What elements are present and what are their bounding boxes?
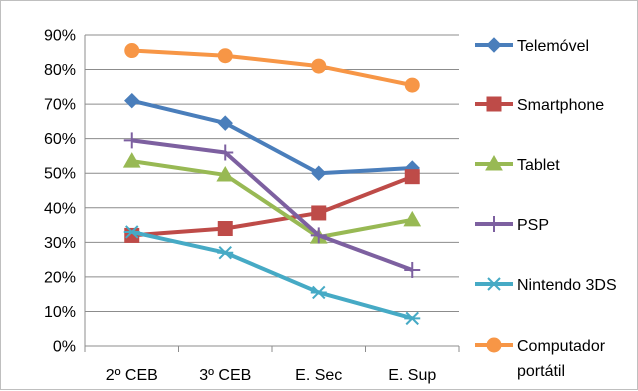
y-tick-label: 10% <box>44 304 76 321</box>
data-point <box>216 165 235 182</box>
x-tick-label: 2º CEB <box>106 367 158 384</box>
legend-entry: Nintendo 3DS <box>475 277 617 294</box>
data-point <box>404 311 421 326</box>
data-point <box>311 58 327 74</box>
data-point <box>217 115 233 131</box>
data-point <box>124 43 140 59</box>
legend-marker <box>486 216 502 232</box>
legend-entry: Smartphone <box>475 96 604 114</box>
data-point <box>310 285 327 300</box>
legend-entry: Computador portátil <box>475 337 606 380</box>
data-point <box>217 221 233 237</box>
y-tick-label: 50% <box>44 166 76 183</box>
legend-label: portátil <box>517 363 565 380</box>
data-point <box>311 205 327 221</box>
data-point <box>404 169 420 185</box>
legend-marker <box>486 277 502 291</box>
legend-marker <box>485 154 503 171</box>
y-tick-label: 70% <box>44 97 76 114</box>
data-point <box>217 245 234 260</box>
series-lines <box>122 43 422 326</box>
legend-label: Telemóvel <box>517 38 589 55</box>
legend-marker <box>486 96 502 112</box>
legend-label: Tablet <box>517 157 560 174</box>
data-point <box>403 210 422 227</box>
legend-entry: Telemóvel <box>475 37 589 55</box>
series-line <box>131 98 413 176</box>
series-line <box>131 230 413 321</box>
y-tick-label: 60% <box>44 131 76 148</box>
y-tick-label: 30% <box>44 235 76 252</box>
legend-entry: Tablet <box>475 154 560 174</box>
y-tick-label: 80% <box>44 62 76 79</box>
data-point <box>124 92 140 109</box>
y-tick-label: 40% <box>44 200 76 217</box>
y-tick-label: 90% <box>44 28 76 45</box>
legend-label: Smartphone <box>517 97 604 114</box>
legend-label: PSP <box>517 217 549 234</box>
series-line <box>131 138 413 272</box>
x-tick-label: E. Sup <box>388 367 436 384</box>
axes: 0% 10% 20% 30% 40% 50% 60% 70% 80% 90% 2º CEB 3º CE… <box>44 28 460 384</box>
data-point <box>123 225 140 239</box>
y-tick-label: 0% <box>53 339 76 356</box>
x-tick-label: 3º CEB <box>199 367 251 384</box>
data-point <box>123 132 140 149</box>
legend-entry: PSP <box>475 216 549 234</box>
data-point <box>124 227 140 243</box>
legend-marker <box>486 337 502 353</box>
legend-label: Nintendo 3DS <box>517 277 617 294</box>
series-line <box>131 174 413 238</box>
data-point <box>217 48 233 64</box>
legend: Telemóvel Smartphone Tablet PSP Nintendo 3DS… <box>475 37 617 380</box>
y-tick-label: 20% <box>44 269 76 286</box>
data-point <box>311 165 327 181</box>
data-point <box>310 227 327 244</box>
x-tick-label: E. Sec <box>295 367 342 384</box>
data-point <box>217 144 234 161</box>
series-line <box>131 159 413 240</box>
series-line <box>131 48 413 88</box>
data-point <box>404 261 421 278</box>
legend-label: Computador <box>517 338 606 355</box>
data-point <box>122 152 141 168</box>
legend-marker <box>486 37 502 53</box>
data-point <box>404 77 420 93</box>
